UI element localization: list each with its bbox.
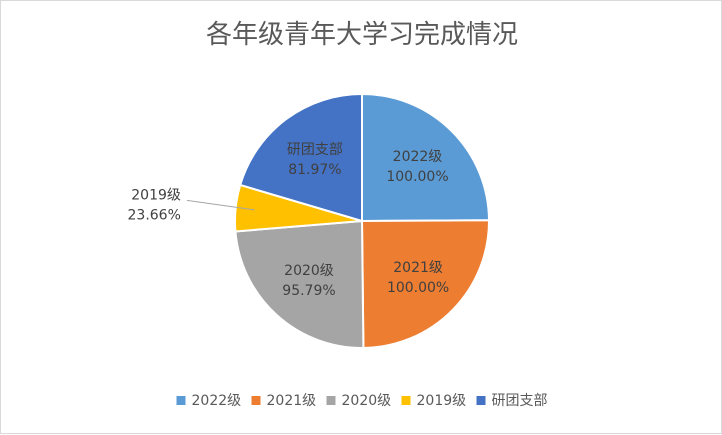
legend-label-2: 2020级 — [342, 393, 392, 409]
slice-label-category-1: 2021级 — [393, 260, 443, 276]
slice-label-category-4: 研团支部 — [287, 142, 343, 158]
slice-label-category-2: 2020级 — [284, 263, 334, 279]
pie-slices — [234, 92, 491, 350]
pie-slice-0 — [361, 92, 491, 223]
slice-label-value-3: 23.66% — [128, 207, 181, 223]
legend-swatch-0 — [176, 396, 186, 405]
slice-label-category-3: 2019级 — [131, 187, 181, 203]
slice-label-value-1: 100.00% — [387, 280, 449, 296]
legend-label-1: 2021级 — [267, 393, 317, 409]
legend-label-0: 2022级 — [192, 393, 242, 409]
leader-line-3 — [186, 199, 255, 211]
pie-slice-4 — [238, 92, 363, 223]
pie-data-labels: 2022级 100.00% 2021级 100.00% 2020级 95.79% 2019级… — [128, 142, 450, 299]
legend-swatch-2 — [326, 396, 336, 405]
legend-label-3: 2019级 — [417, 393, 467, 409]
pie-slice-1 — [360, 219, 491, 350]
legend-label-4: 研团支部 — [492, 393, 548, 409]
legend-swatch-3 — [401, 396, 411, 405]
legend-swatch-4 — [476, 396, 486, 405]
slice-label-value-0: 100.00% — [386, 169, 448, 185]
legend-swatch-1 — [251, 396, 261, 405]
slice-label-category-0: 2022级 — [393, 149, 443, 165]
chart-legend: 2022级 2021级 2020级 2019级 研团支部 — [176, 393, 548, 409]
slice-label-value-2: 95.79% — [282, 283, 335, 299]
chart-title: 各年级青年大学习完成情况 — [206, 20, 518, 50]
pie-slice-2 — [234, 219, 365, 349]
slice-label-value-4: 81.97% — [288, 162, 341, 178]
